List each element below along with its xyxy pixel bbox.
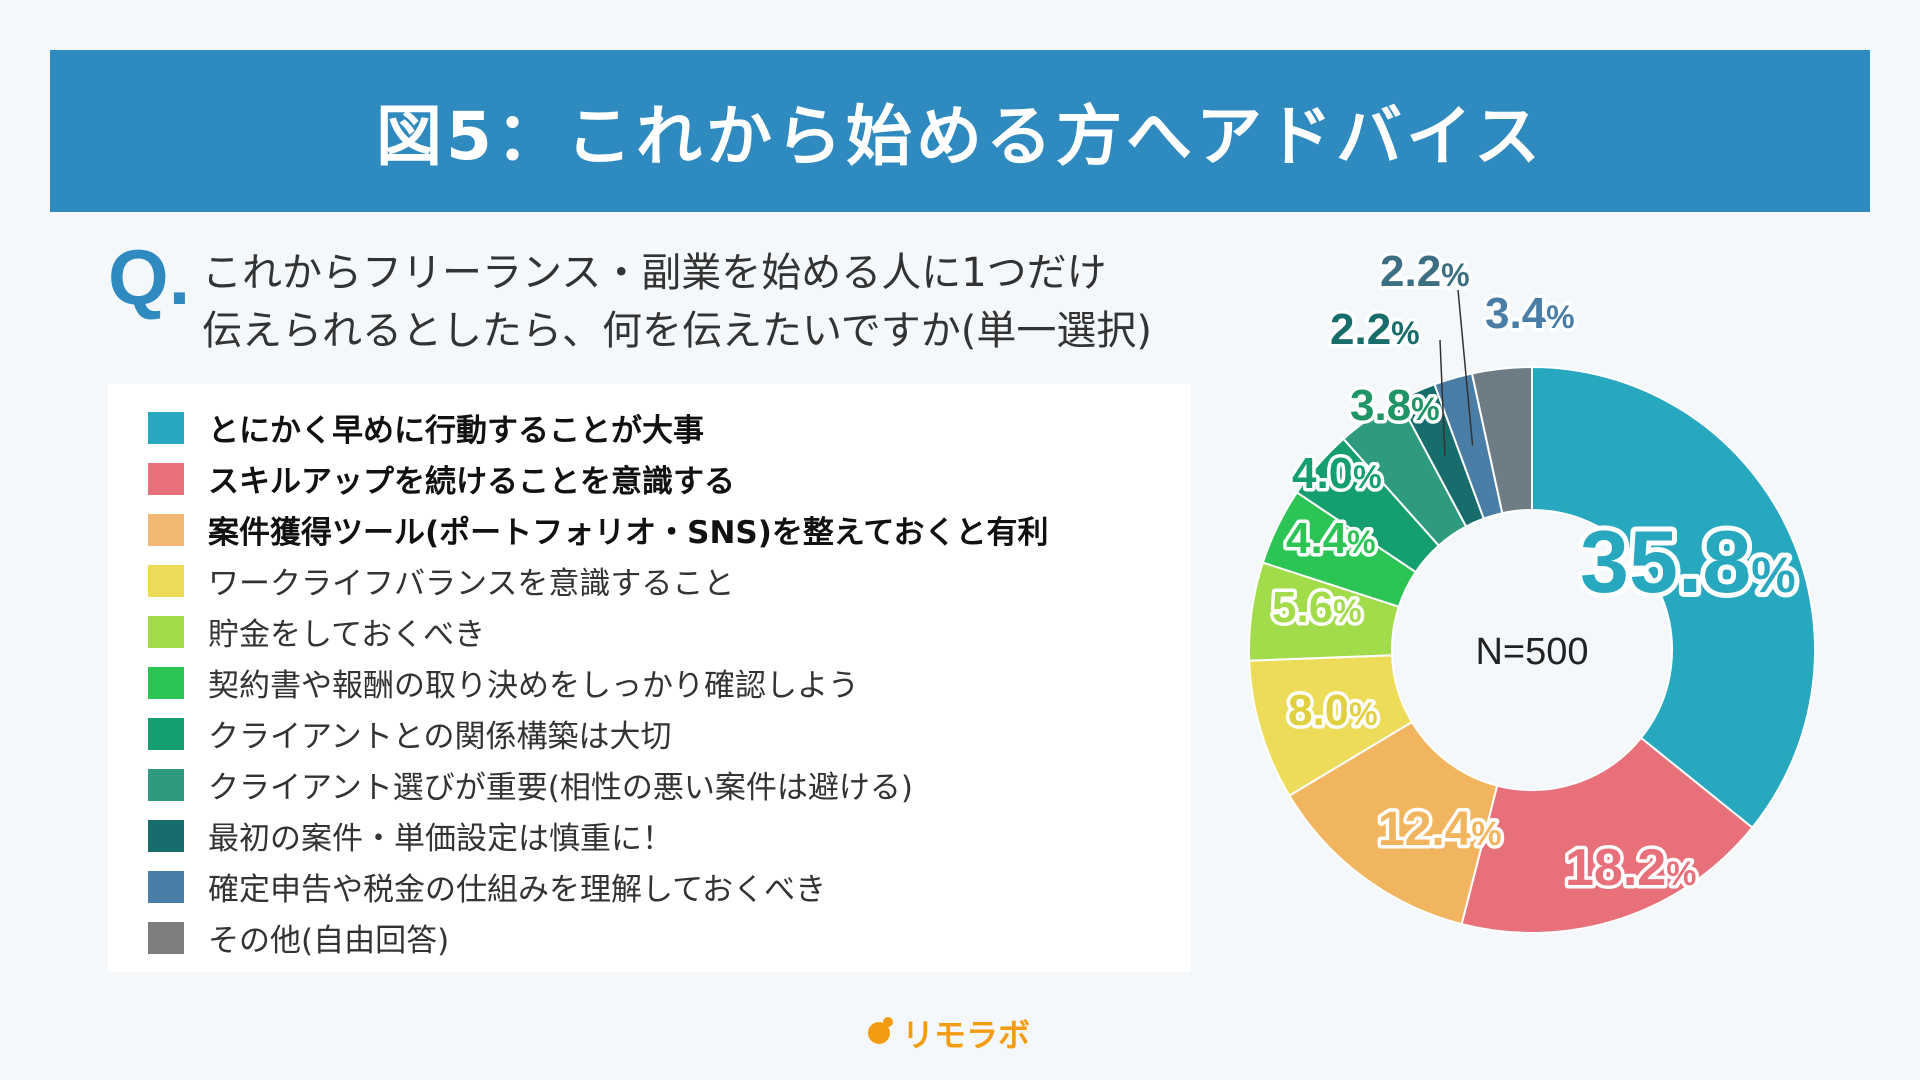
legend-item: ワークライフバランスを意識すること <box>148 555 1191 606</box>
donut-slice <box>1460 736 1754 934</box>
percent-label: 18.2% <box>1565 839 1696 897</box>
legend-swatch <box>148 870 184 903</box>
leader-line <box>1439 339 1446 456</box>
legend-label: 最初の案件・単価設定は慎重に！ <box>208 821 673 857</box>
legend-item: 貯金をしておくべき <box>148 606 1191 657</box>
percent-label: 35.8% <box>1580 512 1796 611</box>
percent-label: 3.4% <box>1485 289 1575 338</box>
percent-label: 8.0% <box>1288 686 1378 735</box>
percent-label: 3.8% <box>1350 381 1440 430</box>
sample-size-label: N=500 <box>1475 631 1588 673</box>
legend-swatch <box>148 513 184 546</box>
legend-item: 確定申告や税金の仕組みを理解しておくべき <box>148 861 1191 912</box>
donut-slice <box>1531 365 1816 830</box>
legend-label: 確定申告や税金の仕組みを理解しておくべき <box>208 872 827 908</box>
donut-chart: N=500 35.8% 18.2% 12.4% 8.0% 5.6% 4.4% 4.0% 3.8%… <box>1248 244 1816 934</box>
legend-item: 契約書や報酬の取り決めをしっかり確認しよう <box>148 657 1191 708</box>
legend-swatch <box>148 921 184 954</box>
legend-swatch <box>148 768 184 801</box>
legend-item: スキルアップを続けることを意識する <box>148 453 1191 504</box>
legend-label: クライアント選びが重要(相性の悪い案件は避ける) <box>208 770 913 806</box>
question-line-2: 伝えられるとしたら、何を伝えたいですか(単一選択) <box>202 308 1153 354</box>
legend-label: とにかく早めに行動することが大事 <box>208 413 704 449</box>
legend-item: 案件獲得ツール(ポートフォリオ・SNS)を整えておくと有利 <box>148 504 1191 555</box>
chart-title: 図5：これから始める方へアドバイス <box>376 98 1544 175</box>
percent-label: 4.4% <box>1286 514 1376 563</box>
remolabo-logo: リモラボ <box>868 1008 1030 1058</box>
leader-line <box>1457 289 1474 446</box>
legend-label: クライアントとの関係構築は大切 <box>208 719 672 755</box>
legend-label: 案件獲得ツール(ポートフォリオ・SNS)を整えておくと有利 <box>208 515 1049 551</box>
legend-label: その他(自由回答) <box>208 923 450 959</box>
percent-label: 4.0% <box>1292 449 1382 498</box>
legend-swatch <box>148 564 184 597</box>
legend-label: スキルアップを続けることを意識する <box>208 464 735 500</box>
legend-item: とにかく早めに行動することが大事 <box>148 402 1191 453</box>
percent-label: 2.2% <box>1330 305 1420 354</box>
legend-item: クライアントとの関係構築は大切 <box>148 708 1191 759</box>
legend-swatch <box>148 411 184 444</box>
title-banner: 図5：これから始める方へアドバイス <box>50 50 1870 212</box>
percent-label: 5.6% <box>1272 583 1362 632</box>
percent-label: 12.4% <box>1378 803 1502 856</box>
percent-label: 2.2% <box>1380 247 1470 296</box>
chart-legend: とにかく早めに行動することが大事 スキルアップを続けることを意識する案件獲得ツール… <box>108 384 1191 972</box>
legend-item: クライアント選びが重要(相性の悪い案件は避ける) <box>148 759 1191 810</box>
donut-slice <box>1470 365 1533 515</box>
question-line-1: これからフリーランス・副業を始める人に1つだけ <box>202 250 1107 296</box>
question-text: これからフリーランス・副業を始める人に1つだけ 伝えられるとしたら、何を伝えたい… <box>202 244 1152 360</box>
legend-swatch <box>148 717 184 750</box>
legend-swatch <box>148 666 184 699</box>
legend-label: 契約書や報酬の取り決めをしっかり確認しよう <box>208 668 859 704</box>
legend-swatch <box>148 462 184 495</box>
logo-dot-icon <box>868 1017 893 1044</box>
legend-swatch <box>148 615 184 648</box>
legend-label: ワークライフバランスを意識すること <box>208 566 735 602</box>
legend-item: 最初の案件・単価設定は慎重に！ <box>148 810 1191 861</box>
legend-item: その他(自由回答) <box>148 912 1191 963</box>
logo-text: リモラボ <box>902 1016 1031 1054</box>
legend-label: 貯金をしておくべき <box>208 617 486 653</box>
legend-swatch <box>148 819 184 852</box>
question-mark: Q. <box>108 233 191 321</box>
